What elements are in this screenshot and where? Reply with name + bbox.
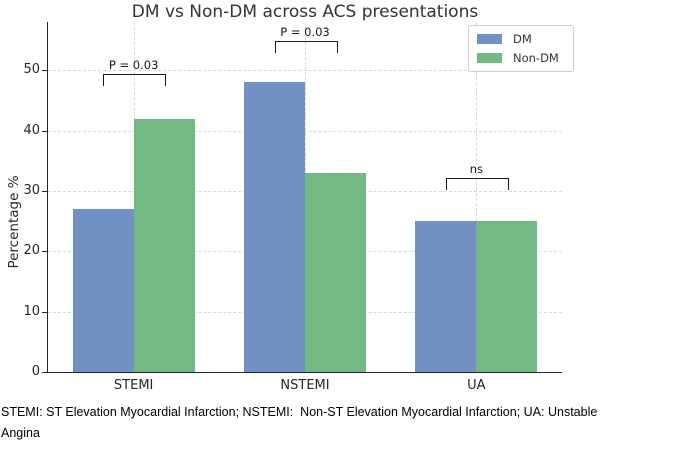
chart-title: DM vs Non-DM across ACS presentations <box>131 2 479 22</box>
x-axis-spine <box>47 372 562 373</box>
significance-bracket-nstemi <box>274 41 338 54</box>
y-tick-label: 40 <box>23 122 40 138</box>
significance-label-ua: ns <box>469 161 483 176</box>
y-tick-mark <box>42 130 47 132</box>
bar-nstemi-dm <box>244 82 305 372</box>
y-axis-spine <box>47 22 48 373</box>
y-tick-label: 20 <box>23 243 40 259</box>
bar-stemi-non-dm <box>133 118 195 372</box>
footnote: STEMI: ST Elevation Myocardial Infarctio… <box>1 405 598 440</box>
y-tick-mark <box>42 251 47 253</box>
significance-bracket-ua <box>445 177 509 190</box>
y-tick-mark <box>42 190 47 192</box>
x-tick-label-stemi: STEMI <box>113 378 154 393</box>
significance-bracket-stemi <box>103 73 167 86</box>
x-tick-label-ua: UA <box>467 378 486 393</box>
y-tick-mark <box>42 70 47 72</box>
significance-label-nstemi: P = 0.03 <box>280 25 330 40</box>
y-tick-mark <box>42 372 47 373</box>
legend-entry-dm: DM <box>477 33 559 45</box>
gridline-vertical <box>476 22 478 372</box>
y-tick-label: 30 <box>23 182 40 198</box>
legend-label: Non-DM <box>513 51 559 65</box>
legend-label: DM <box>513 32 532 46</box>
y-tick-label: 10 <box>23 303 40 319</box>
legend-swatch-icon <box>477 34 502 44</box>
bar-ua-non-dm <box>476 221 538 372</box>
bar-stemi-dm <box>72 209 134 372</box>
y-tick-label: 50 <box>23 62 40 78</box>
significance-label-stemi: P = 0.03 <box>108 57 159 72</box>
bar-ua-dm <box>415 221 477 372</box>
y-tick-label: 0 <box>31 364 40 379</box>
legend-entry-non-dm: Non-DM <box>477 52 559 64</box>
bar-nstemi-non-dm <box>305 172 366 372</box>
legend-swatch-icon <box>477 53 502 63</box>
y-tick-mark <box>42 311 47 313</box>
legend: DM Non-DM <box>468 25 574 72</box>
x-tick-label-nstemi: NSTEMI <box>280 378 330 393</box>
